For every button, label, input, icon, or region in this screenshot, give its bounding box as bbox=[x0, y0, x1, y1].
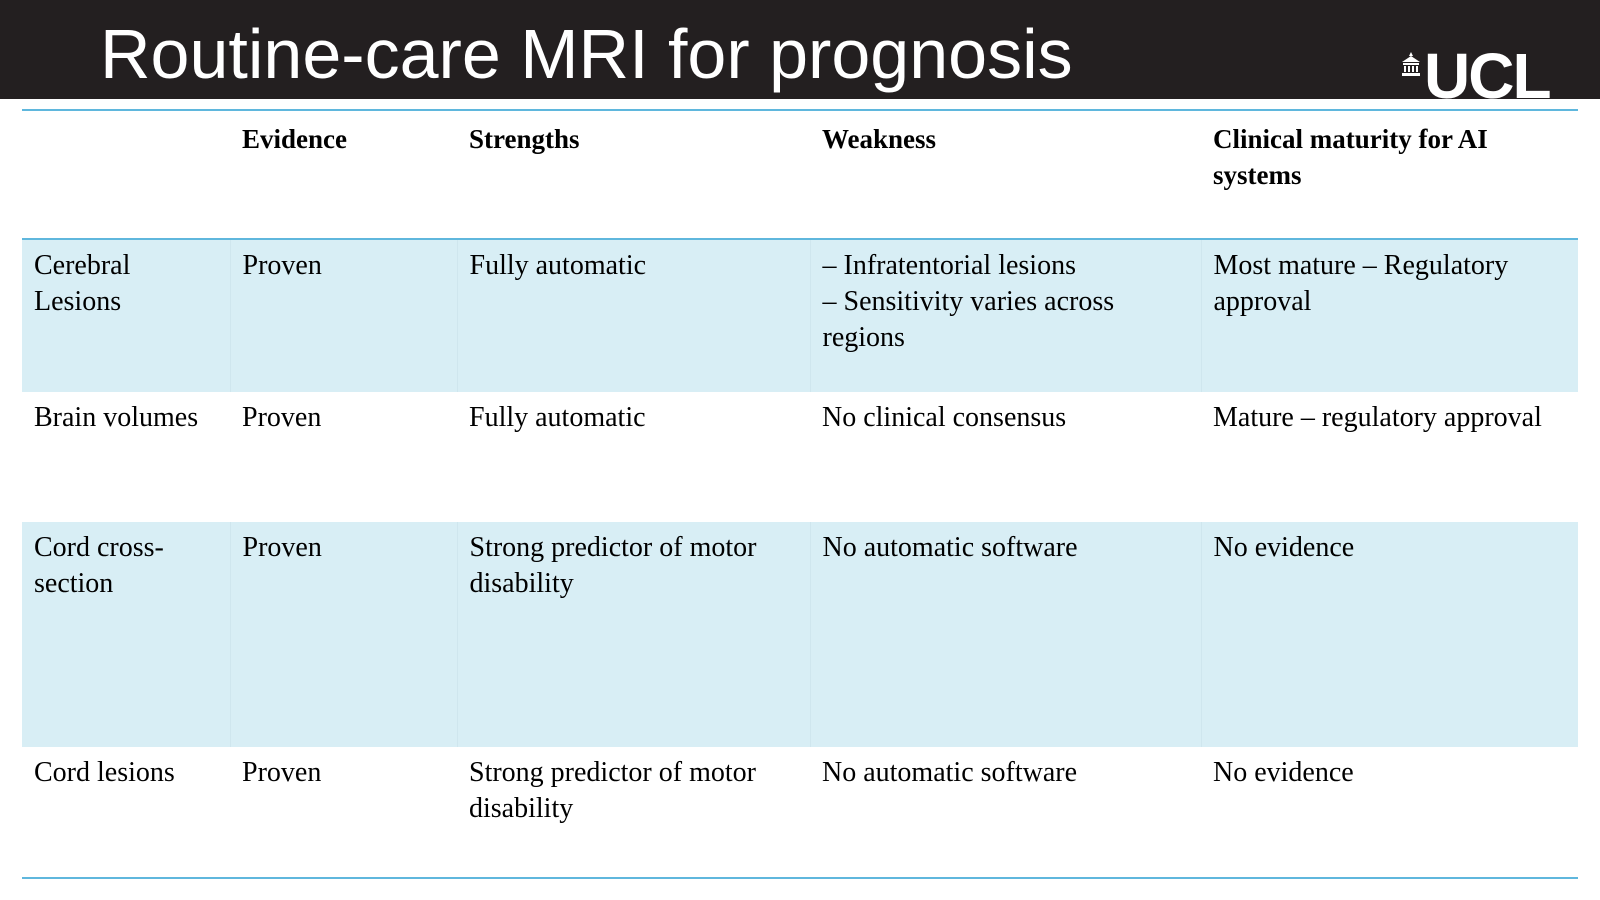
evidence-cell: Proven bbox=[242, 757, 322, 788]
header-cell-strengths: Strengths bbox=[469, 124, 580, 154]
table-row: Cerebral Lesions Proven Fully automatic … bbox=[22, 239, 1578, 392]
maturity-cell: No evidence bbox=[1213, 757, 1354, 788]
weakness-cell: No clinical consensus bbox=[810, 392, 1201, 522]
header-cell-weakness: Weakness bbox=[822, 124, 937, 154]
weakness-cell: – Infratentorial lesions – Sensitivity v… bbox=[810, 239, 1202, 392]
evidence-cell: Proven bbox=[230, 522, 458, 747]
header-cell-maturity: Clinical maturity for AI systems bbox=[1213, 124, 1488, 190]
portico-icon bbox=[1402, 52, 1420, 76]
header-bar: Routine-care MRI for prognosis UCL bbox=[0, 0, 1600, 108]
evidence-cell: Proven bbox=[242, 402, 322, 433]
header-cell-evidence: Evidence bbox=[242, 124, 347, 154]
measure-cell: Cord lesions bbox=[34, 757, 175, 788]
strengths-cell: Fully automatic bbox=[469, 402, 646, 433]
maturity-cell: No evidence bbox=[1213, 532, 1355, 563]
maturity-cell: Mature – regulatory approval bbox=[1213, 402, 1542, 433]
table-row: Cord lesions Proven Strong predictor of … bbox=[22, 747, 1578, 877]
strengths-cell: Fully automatic bbox=[457, 239, 811, 392]
ucl-logo: UCL bbox=[1400, 44, 1570, 108]
weakness-cell: No automatic software bbox=[810, 522, 1202, 747]
table-row: Brain volumes Proven Fully automatic No … bbox=[22, 392, 1578, 522]
slide-title: Routine-care MRI for prognosis bbox=[100, 15, 1073, 93]
weakness-item: – Sensitivity varies across regions bbox=[822, 286, 1115, 353]
comparison-table: Evidence Strengths Weakness Clinical mat… bbox=[22, 111, 1578, 877]
measure-cell: Cord cross-section bbox=[22, 522, 231, 747]
comparison-table-wrap: Evidence Strengths Weakness Clinical mat… bbox=[22, 109, 1578, 879]
logo-text: UCL bbox=[1424, 40, 1552, 112]
strengths-cell: Strong predictor of motor disability bbox=[469, 757, 756, 824]
measure-cell: Brain volumes bbox=[34, 402, 199, 433]
evidence-cell: Proven bbox=[230, 239, 458, 392]
weakness-item: – Infratentorial lesions bbox=[822, 250, 1076, 281]
weakness-item: No automatic software bbox=[822, 757, 1078, 788]
table-header-row: Evidence Strengths Weakness Clinical mat… bbox=[22, 111, 1578, 239]
strengths-cell: Strong predictor of motor disability bbox=[457, 522, 811, 747]
weakness-item: No automatic software bbox=[822, 532, 1078, 563]
maturity-cell: Most mature – Regulatory approval bbox=[1213, 250, 1509, 317]
measure-cell: Cerebral Lesions bbox=[22, 239, 231, 392]
table-row: Cord cross-section Proven Strong predict… bbox=[22, 522, 1578, 747]
weakness-item: No clinical consensus bbox=[822, 402, 1067, 433]
header-cell-measure bbox=[22, 111, 230, 239]
weakness-cell: No automatic software bbox=[810, 747, 1201, 877]
